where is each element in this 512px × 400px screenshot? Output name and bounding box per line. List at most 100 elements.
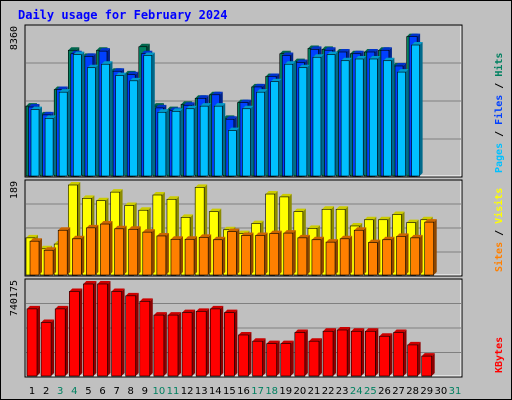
bar-kbytes-day-11 [167,312,181,377]
bar-sites-day-1 [29,238,42,276]
bar-kbytes-day-26 [379,333,393,377]
x-tick-label-day-22: 22 [322,386,335,397]
bar-sites-day-7 [114,225,127,276]
bar-kbytes-day-25 [365,328,379,377]
bar-pages-day-8 [129,77,141,177]
x-tick-label-day-5: 5 [85,386,91,397]
x-tick-label-day-18: 18 [265,386,278,397]
bar-sites-day-25 [368,239,381,276]
bar-sites-day-28 [410,234,423,276]
x-tick-label-day-2: 2 [43,386,49,397]
x-tick-label-day-7: 7 [113,386,119,397]
bar-sites-day-15 [227,228,240,276]
bar-sites-day-23 [339,235,353,276]
bar-sites-day-29 [424,219,437,276]
x-tick-label-day-25: 25 [364,386,377,397]
bar-kbytes-day-21 [308,338,322,377]
x-tick-label-day-4: 4 [71,386,77,397]
bar-pages-day-23 [340,57,353,177]
chart-title: Daily usage for February 2024 [18,8,228,22]
bar-sites-day-12 [184,236,198,276]
bar-kbytes-day-29 [421,353,435,377]
bar-kbytes-day-20 [294,329,308,377]
bar-kbytes-day-10 [153,312,167,377]
x-tick-label-day-19: 19 [279,386,292,397]
bar-sites-day-9 [142,229,155,276]
bar-sites-day-27 [396,233,409,276]
bar-pages-day-20 [298,64,310,177]
bar-pages-day-27 [397,69,409,177]
bar-kbytes-day-18 [266,340,280,377]
x-tick-label-day-12: 12 [181,386,194,397]
bar-kbytes-day-23 [336,327,351,377]
bar-sites-day-21 [311,236,324,276]
bar-kbytes-day-17 [252,338,266,377]
bar-kbytes-day-13 [195,308,210,377]
bar-kbytes-day-19 [280,340,294,377]
x-tick-label-day-9: 9 [142,386,148,397]
x-tick-label-day-31: 31 [449,386,462,397]
bar-kbytes-day-4 [68,288,83,377]
legend-separator: / [494,224,505,242]
legend-kbytes: KBytes [494,337,505,373]
bar-pages-day-19 [284,61,296,177]
y-max-label-1: 8360 [9,26,20,50]
bar-pages-day-1 [30,106,42,177]
bar-sites-day-2 [43,247,57,276]
bar-kbytes-day-24 [350,328,365,377]
x-tick-label-day-11: 11 [167,386,180,397]
x-tick-label-day-14: 14 [209,386,222,397]
legend-separator: / [494,125,505,143]
bar-pages-day-24 [354,55,367,177]
bar-pages-day-26 [383,57,395,177]
bar-kbytes-day-6 [97,281,111,377]
bar-kbytes-day-8 [125,292,139,377]
bar-sites-day-17 [255,232,268,276]
bar-pages-day-28 [411,42,423,177]
bar-pages-day-25 [369,55,381,177]
bar-sites-day-13 [198,234,212,276]
x-tick-label-day-3: 3 [57,386,63,397]
bar-pages-day-10 [157,109,169,177]
bar-sites-day-26 [382,236,395,276]
legend-sites: Sites [493,242,505,272]
x-tick-label-day-13: 13 [195,386,208,397]
bar-sites-day-16 [241,232,254,276]
bar-sites-day-3 [57,227,71,276]
legend-separator: / [494,77,505,95]
x-tick-label-day-15: 15 [223,386,236,397]
bar-kbytes-day-28 [407,341,421,377]
bar-sites-day-10 [156,232,169,276]
bar-pages-day-13 [199,103,212,177]
y-axis-label-2: Sites / Visits [493,188,505,272]
x-tick-label-day-21: 21 [308,386,321,397]
bar-pages-day-14 [213,103,226,177]
bar-kbytes-day-14 [209,305,224,377]
x-tick-label-day-8: 8 [128,386,134,397]
bar-sites-day-20 [297,234,310,276]
bar-pages-day-21 [312,54,324,177]
x-tick-label-day-26: 26 [378,386,391,397]
bar-sites-day-11 [170,236,183,276]
x-tick-label-day-16: 16 [237,386,250,397]
bar-sites-day-19 [283,230,296,276]
bar-pages-day-16 [242,105,254,177]
bar-pages-day-3 [58,89,71,177]
bar-kbytes-day-16 [238,331,252,377]
x-tick-label-day-23: 23 [336,386,349,397]
bar-pages-day-15 [228,127,240,177]
bar-kbytes-day-3 [54,305,69,377]
bar-pages-day-7 [115,72,127,177]
x-tick-label-day-28: 28 [406,386,419,397]
y-max-label-2: 189 [9,181,20,199]
x-tick-label-day-29: 29 [420,386,433,397]
legend-visits: Visits [493,188,505,224]
x-tick-label-day-27: 27 [392,386,405,397]
x-tick-label-day-24: 24 [350,386,363,397]
legend-pages: Pages [494,143,505,173]
bar-kbytes-day-2 [40,319,55,377]
bar-pages-day-12 [185,105,198,177]
bar-pages-day-2 [44,115,57,177]
x-tick-label-day-17: 17 [251,386,264,397]
